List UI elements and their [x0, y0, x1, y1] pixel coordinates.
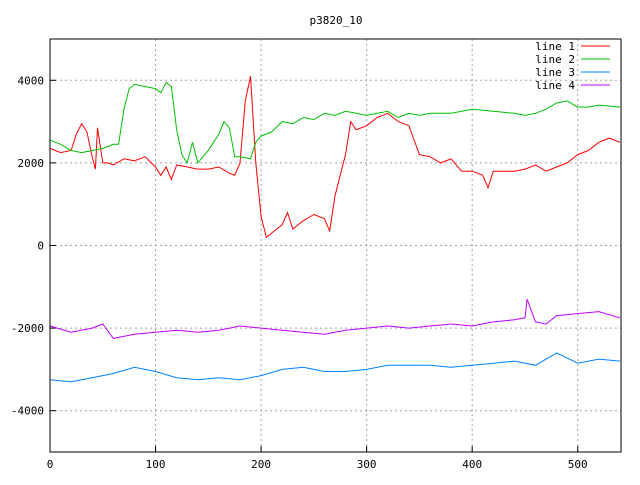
x-tick-label: 0: [47, 458, 54, 471]
legend-label: line 4: [535, 79, 575, 92]
legend-label: line 1: [535, 40, 575, 53]
x-tick-label: 500: [568, 458, 588, 471]
legend-label: line 2: [535, 53, 575, 66]
series-line-3: [49, 352, 620, 383]
series-line-2: [49, 81, 620, 165]
y-tick-label: -4000: [11, 405, 44, 418]
grid: [49, 39, 621, 452]
legend-label: line 3: [535, 66, 575, 79]
x-tick-label: 100: [146, 458, 166, 471]
plot-border: [49, 38, 622, 453]
tick-labels: 0 100 200 300 400 500 -4000 -2000 0 2000 4000: [11, 74, 588, 471]
series-line-4: [49, 299, 621, 339]
x-tick-label: 200: [251, 458, 271, 471]
y-tick-label: 4000: [18, 74, 45, 87]
series-line-1: [49, 76, 621, 239]
x-tick-label: 300: [357, 458, 377, 471]
chart-title: p3820_10: [310, 14, 363, 27]
y-tick-label: -2000: [11, 322, 44, 335]
y-tick-label: 2000: [18, 157, 45, 170]
x-tick-label: 400: [462, 458, 482, 471]
y-tick-label: 0: [37, 240, 44, 253]
series-lines: [49, 76, 621, 383]
